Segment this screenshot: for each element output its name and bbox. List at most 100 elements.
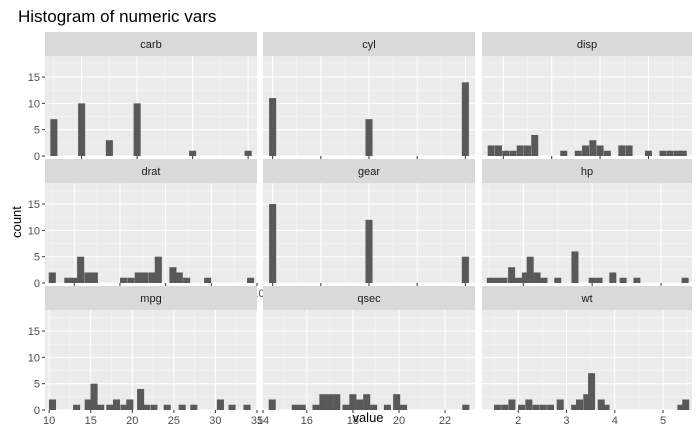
histogram-bar (554, 277, 562, 283)
histogram-bar (540, 277, 548, 283)
y-tick-label: 15 (28, 326, 40, 338)
panel-background (45, 56, 257, 156)
histogram-bar (521, 272, 529, 283)
histogram-bar (183, 277, 191, 283)
histogram-bar (383, 404, 391, 410)
histogram-bar (526, 256, 534, 283)
facet-strip-carb (45, 32, 257, 56)
histogram-bar (595, 277, 603, 283)
histogram-bar (539, 404, 547, 410)
histogram-bar (141, 272, 149, 283)
histogram-bar (603, 150, 611, 156)
facet-label-carb: carb (140, 39, 161, 51)
histogram-bar (677, 404, 685, 410)
y-tick-label: 5 (34, 125, 40, 137)
facet-label-cyl: cyl (362, 39, 375, 51)
histogram-bar (291, 404, 299, 410)
histogram-bar (502, 150, 510, 156)
x-tick-label: 4 (612, 415, 618, 427)
y-tick-label: 0 (34, 278, 40, 290)
facet-strip-hp (482, 159, 692, 183)
histogram-bar (533, 272, 541, 283)
histogram-bar (532, 404, 540, 410)
facet-panel-drat: drat3.03.54.04.55.0051015 (28, 159, 265, 300)
histogram-bar (133, 103, 141, 156)
histogram-bar (462, 404, 470, 410)
histogram-bar (583, 394, 591, 410)
histogram-bar (48, 272, 56, 283)
facet-panel-qsec: qsec 14 16 18 20 22 (257, 286, 475, 427)
histogram-bar (106, 404, 114, 410)
histogram-bar (90, 383, 98, 410)
histogram-bar (597, 399, 605, 410)
histogram-bar (244, 150, 252, 156)
histogram-bar (127, 277, 135, 283)
x-tick-label: 15 (85, 415, 97, 427)
histogram-bar (363, 394, 371, 410)
histogram-bar (120, 404, 128, 410)
histogram-bar (175, 272, 183, 283)
histogram-bar (142, 404, 150, 410)
histogram-bar (78, 103, 86, 156)
histogram-bar (268, 399, 276, 410)
histogram-bar (150, 404, 158, 410)
histogram-bar (486, 277, 494, 283)
histogram-bar (243, 404, 251, 410)
histogram-bar (97, 404, 105, 410)
facet-label-qsec: qsec (357, 293, 381, 305)
y-axis-title: count (9, 206, 24, 238)
histogram-bar (525, 399, 533, 410)
histogram-bar (48, 399, 57, 410)
chart-title: Histogram of numeric vars (18, 7, 216, 26)
histogram-bar (77, 256, 85, 283)
facet-label-wt: wt (581, 293, 593, 305)
histogram-bar (560, 150, 568, 156)
histogram-bar (618, 145, 626, 156)
y-tick-label: 10 (28, 225, 40, 237)
x-tick-label: 35 (251, 415, 263, 427)
y-tick-label: 10 (28, 352, 40, 364)
facet-strip-mpg (45, 286, 257, 310)
histogram-bar (349, 394, 357, 410)
histogram-bar (673, 150, 681, 156)
histogram-bar (666, 150, 674, 156)
x-tick-label: 20 (393, 415, 405, 427)
facet-panel-wt: wt 2 3 4 5 (482, 286, 692, 427)
histogram-bar (461, 82, 469, 156)
histogram-bar (342, 404, 350, 410)
x-tick-label: 16 (301, 415, 313, 427)
histogram-bar (269, 204, 277, 283)
histogram-bar (204, 277, 212, 283)
facet-panels: carb2468051015cyl45678disp100200300400dr… (28, 32, 692, 427)
histogram-bar (228, 404, 236, 410)
histogram-bar (298, 404, 306, 410)
histogram-bar (105, 140, 113, 156)
histogram-bar (90, 272, 98, 283)
histogram-bar (148, 272, 156, 283)
facet-panel-disp: disp100200300400 (482, 32, 692, 173)
x-tick-label: 2 (515, 415, 521, 427)
histogram-bar (619, 277, 627, 283)
x-tick-label: 20 (126, 415, 138, 427)
histogram-bar (682, 399, 690, 410)
histogram-bar (73, 404, 81, 410)
histogram-bar (365, 219, 373, 283)
facet-panel-mpg: mpg 10 15 20 25 30 35 0 5 10 15 (28, 286, 263, 427)
histogram-bar (494, 145, 502, 156)
histogram-bar (393, 394, 401, 410)
histogram-bar (70, 277, 78, 283)
histogram-bar (571, 404, 579, 410)
y-tick-label: 0 (34, 151, 40, 163)
histogram-bar (326, 394, 334, 410)
histogram-bar (596, 145, 604, 156)
histogram-bar (609, 272, 617, 283)
histogram-bar (50, 119, 58, 156)
histogram-bar (633, 277, 641, 283)
histogram-bar (681, 277, 689, 283)
facet-label-hp: hp (581, 166, 593, 178)
panel-background (482, 310, 692, 410)
histogram-bar (531, 134, 539, 156)
histogram-bar (169, 267, 177, 283)
histogram-bar (493, 277, 501, 283)
y-tick-label: 10 (28, 98, 40, 110)
